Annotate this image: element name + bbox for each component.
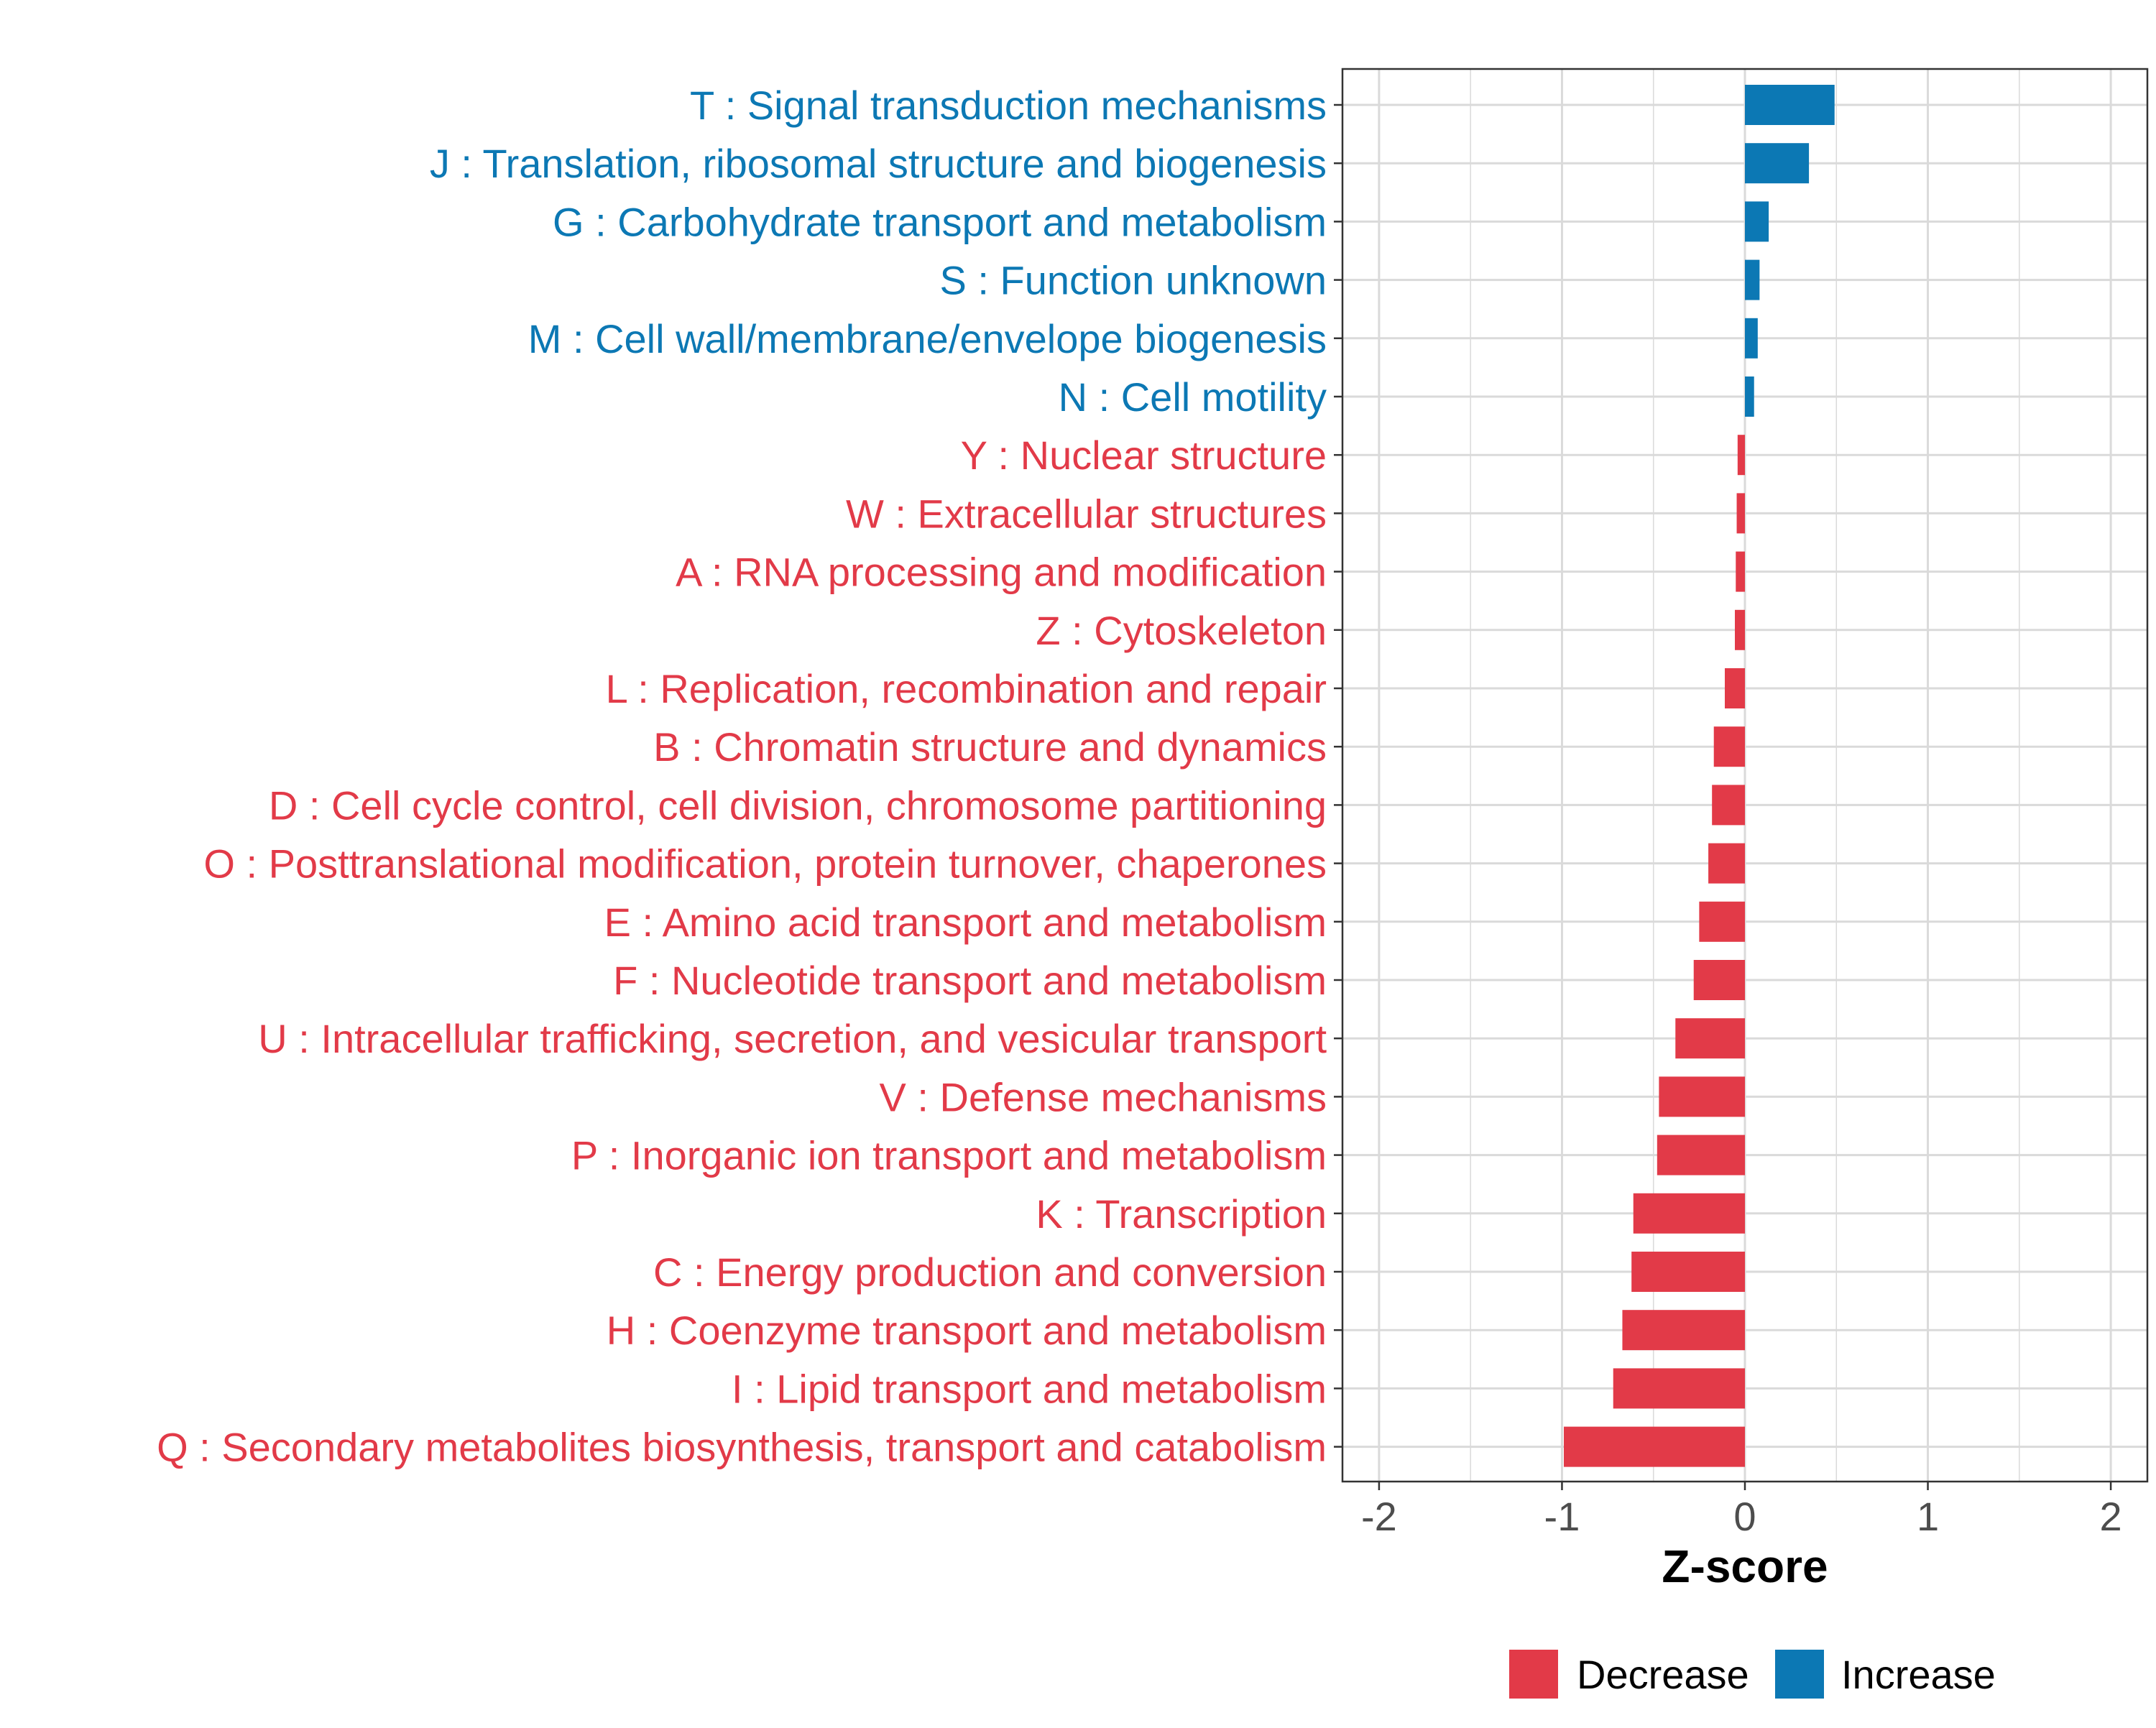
y-tick-label: O : Posttranslational modification, prot… — [203, 841, 1327, 887]
y-tick-label: D : Cell cycle control, cell division, c… — [269, 782, 1327, 828]
legend-swatch-increase — [1775, 1650, 1824, 1699]
bar — [1735, 609, 1745, 650]
bar — [1659, 1076, 1745, 1117]
bar — [1745, 259, 1760, 300]
x-axis-ticks: -2 -1 0 1 2 — [1361, 1482, 2122, 1539]
bar — [1745, 376, 1754, 417]
y-tick-label: H : Coenzyme transport and metabolism — [607, 1308, 1327, 1353]
y-tick-label: F : Nucleotide transport and metabolism — [613, 958, 1327, 1003]
y-tick-label: M : Cell wall/membrane/envelope biogenes… — [528, 316, 1327, 361]
y-tick-label: T : Signal transduction mechanisms — [690, 83, 1327, 128]
x-tick-label: -1 — [1544, 1494, 1580, 1539]
bar — [1712, 785, 1745, 826]
y-tick-label: S : Function unknown — [939, 258, 1327, 303]
y-tick-label: A : RNA processing and modification — [676, 550, 1327, 595]
y-tick-label: Y : Nuclear structure — [961, 433, 1327, 478]
x-axis-title: Z-score — [1662, 1540, 1828, 1592]
legend-swatch-decrease — [1509, 1650, 1558, 1699]
bar — [1737, 435, 1745, 476]
x-tick-label: 1 — [1917, 1494, 1939, 1539]
x-tick-label: 2 — [2100, 1494, 2122, 1539]
bar — [1725, 668, 1745, 708]
bar — [1745, 318, 1758, 359]
bar — [1564, 1426, 1745, 1467]
bar — [1708, 843, 1745, 884]
bar — [1631, 1252, 1745, 1292]
y-tick-label: J : Translation, ribosomal structure and… — [430, 141, 1327, 186]
y-tick-label: G : Carbohydrate transport and metabolis… — [553, 199, 1327, 244]
y-tick-label: I : Lipid transport and metabolism — [732, 1366, 1327, 1411]
y-tick-label: B : Chromatin structure and dynamics — [653, 724, 1327, 770]
x-tick-label: -2 — [1361, 1494, 1397, 1539]
bar — [1745, 85, 1835, 125]
bar — [1657, 1135, 1745, 1175]
bars — [1564, 85, 1835, 1467]
bar — [1713, 726, 1745, 767]
bar — [1622, 1310, 1745, 1351]
x-tick-label: 0 — [1733, 1494, 1756, 1539]
y-tick-label: N : Cell motility — [1059, 374, 1327, 420]
bar — [1699, 901, 1745, 942]
legend-label-decrease: Decrease — [1577, 1652, 1749, 1697]
y-tick-label: Q : Secondary metabolites biosynthesis, … — [157, 1425, 1327, 1470]
bar — [1633, 1193, 1745, 1234]
y-tick-label: E : Amino acid transport and metabolism — [604, 900, 1327, 945]
bar — [1736, 551, 1745, 592]
bar — [1745, 143, 1810, 184]
y-tick-label: L : Replication, recombination and repai… — [606, 666, 1327, 711]
y-tick-label: C : Energy production and conversion — [653, 1249, 1327, 1295]
y-tick-label: V : Defense mechanisms — [880, 1074, 1327, 1119]
y-tick-label: W : Extracellular structures — [846, 491, 1327, 536]
y-tick-label: P : Inorganic ion transport and metaboli… — [571, 1133, 1327, 1178]
legend-label-increase: Increase — [1841, 1652, 1996, 1697]
y-axis-ticks — [1334, 103, 1342, 1448]
bar — [1736, 493, 1745, 534]
y-tick-label: Z : Cytoskeleton — [1036, 608, 1327, 653]
legend: Decrease Increase — [1509, 1650, 1996, 1699]
y-tick-label: U : Intracellular trafficking, secretion… — [258, 1016, 1327, 1061]
bar — [1613, 1368, 1745, 1409]
bar — [1693, 960, 1745, 1000]
bar — [1675, 1018, 1745, 1059]
y-tick-label: K : Transcription — [1036, 1191, 1327, 1237]
y-axis-labels: T : Signal transduction mechanisms J : Tr… — [157, 83, 1327, 1470]
bar — [1745, 201, 1769, 242]
